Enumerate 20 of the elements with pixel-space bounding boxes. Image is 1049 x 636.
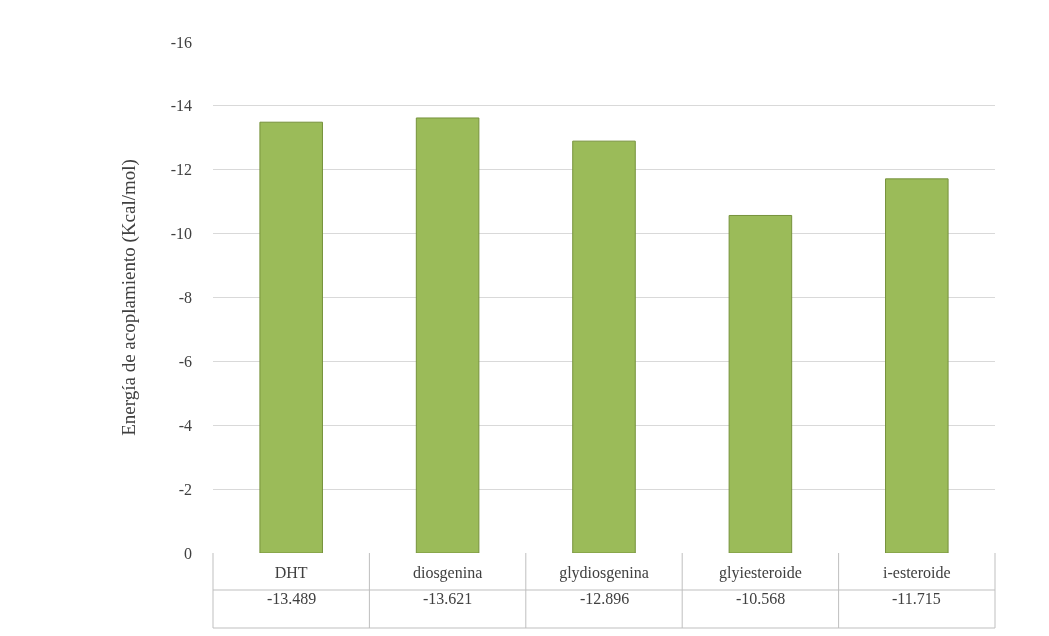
data-label: -10.568: [736, 590, 786, 607]
y-tick-label: 0: [184, 544, 192, 562]
y-axis-title: Energía de acoplamiento (Kcal/mol): [117, 159, 140, 436]
data-label: -11.715: [892, 590, 941, 607]
y-tick-label: -4: [178, 416, 192, 434]
x-tick-label: glydiosgenina: [559, 564, 649, 582]
x-tick-label: diosgenina: [412, 564, 483, 582]
data-label: -12.896: [580, 590, 630, 607]
y-tick-label: -8: [178, 289, 192, 307]
x-tick-label: i-esteroide: [883, 564, 951, 581]
data-label: -13.621: [423, 590, 473, 607]
x-tick-label: DHT: [274, 564, 308, 581]
y-tick-label: -12: [170, 161, 192, 179]
x-tick-label: glyiesteroide: [719, 564, 802, 582]
data-label: -13.489: [267, 590, 317, 607]
y-tick-label: -16: [170, 33, 192, 51]
y-tick-label: -2: [178, 480, 192, 498]
y-tick-label: -6: [178, 352, 192, 370]
y-tick-label: -14: [170, 97, 192, 115]
y-tick-label: -10: [170, 225, 192, 243]
